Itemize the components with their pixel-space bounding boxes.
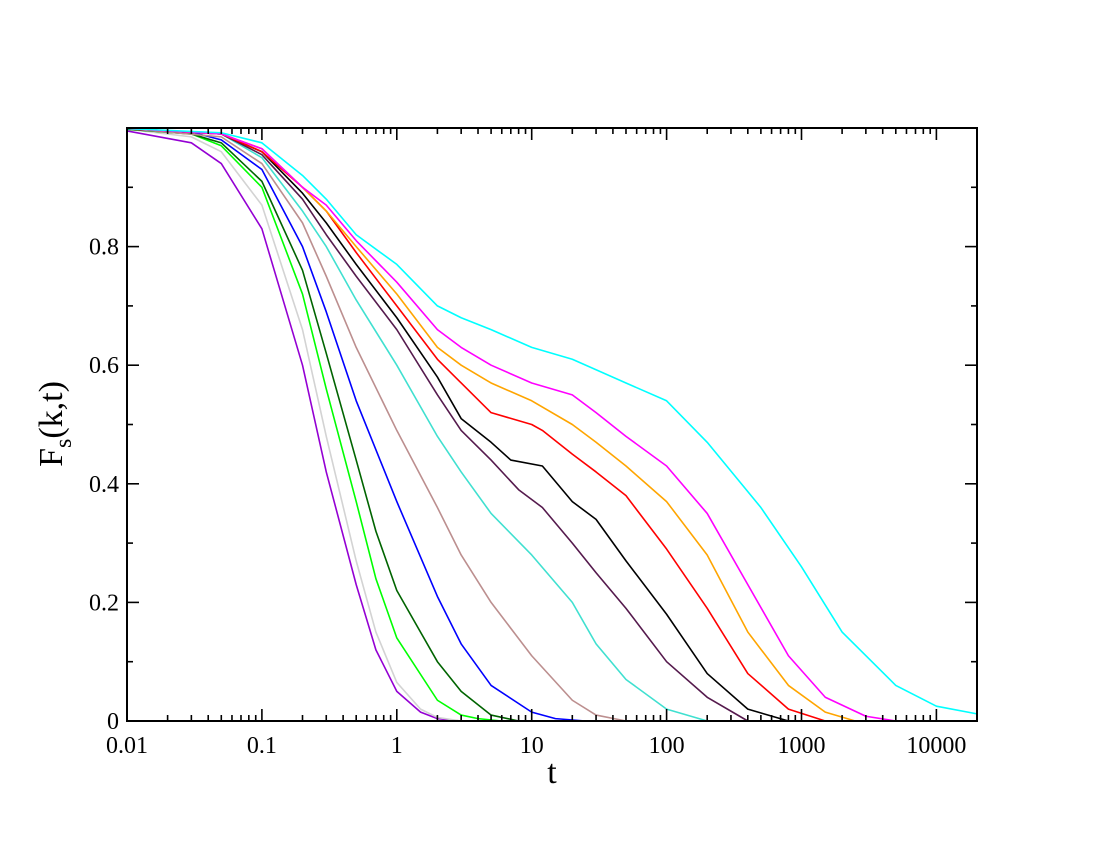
series-line-6 [126, 127, 627, 722]
y-axis-label-subscript: s [51, 439, 77, 448]
series-line-12 [126, 127, 896, 722]
y-tick-label: 0.4 [89, 472, 119, 498]
series-line-7 [126, 127, 708, 722]
y-axis-label-args: (k,t) [33, 381, 70, 439]
x-tick-label: 1 [391, 733, 403, 759]
x-tick-label: 1000 [777, 733, 825, 759]
tick-labels: 0.01 0.1 1 10 100 1000 10000 0 0.2 0.4 0.6 0.8 [89, 235, 966, 759]
svg-text:Fs(k,t): Fs(k,t) [33, 381, 77, 467]
series-line-5 [126, 127, 586, 722]
series-curves [126, 127, 978, 722]
y-tick-label: 0.8 [89, 235, 119, 261]
x-tick-label: 100 [649, 733, 685, 759]
y-tick-label: 0.6 [89, 353, 119, 379]
y-tick-label: 0.2 [89, 590, 119, 616]
series-line-9 [126, 127, 789, 722]
y-tick-label: 0 [107, 709, 119, 735]
series-line-11 [126, 127, 856, 722]
x-axis-label: t [547, 754, 557, 791]
x-tick-label: 10000 [906, 733, 966, 759]
y-axis-label: Fs(k,t) [33, 381, 77, 467]
axis-ticks [126, 128, 978, 722]
x-tick-label: 0.01 [106, 733, 148, 759]
y-axis-label-main: F [33, 448, 70, 467]
series-line-2 [126, 128, 462, 722]
x-tick-label: 0.1 [247, 733, 277, 759]
series-line-4 [126, 128, 519, 722]
x-tick-label: 10 [520, 733, 544, 759]
series-line-8 [126, 127, 749, 722]
series-line-13 [126, 127, 978, 715]
series-line-1 [126, 130, 462, 722]
series-line-10 [126, 127, 826, 722]
